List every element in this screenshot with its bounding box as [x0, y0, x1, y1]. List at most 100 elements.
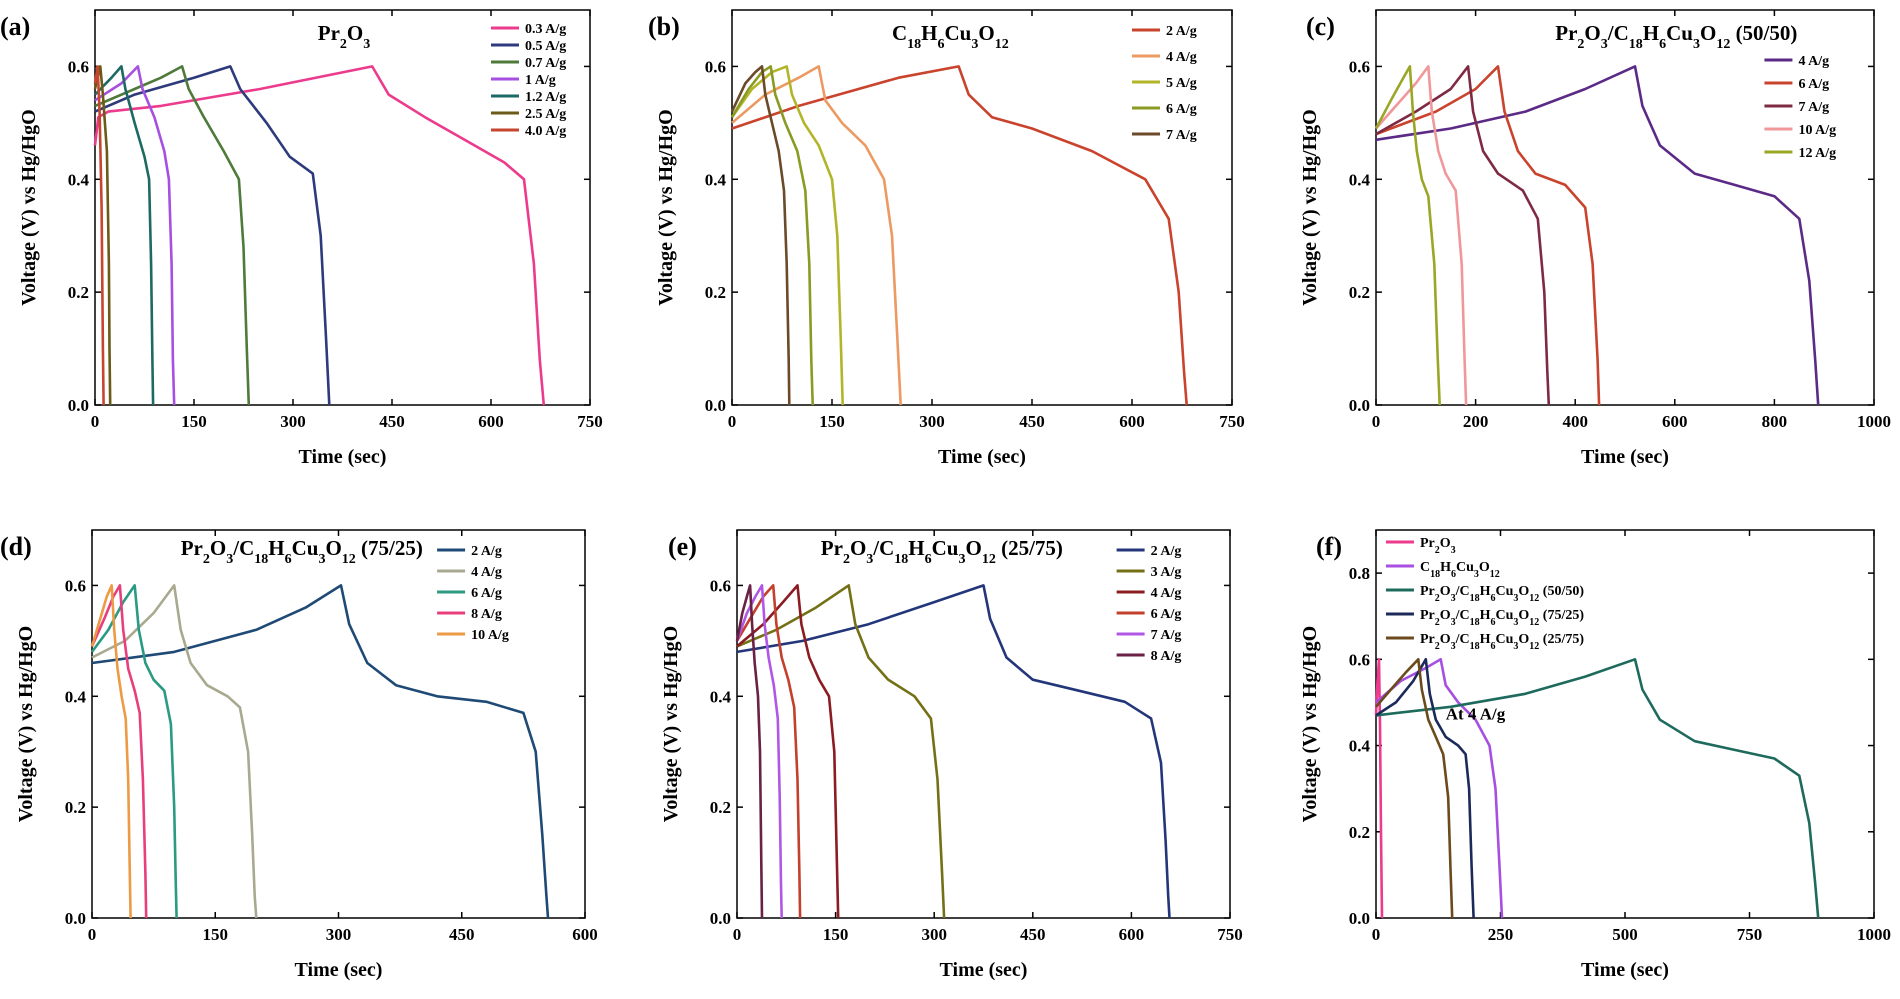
series-line-0-3-a-g: [93, 65, 546, 406]
series-line-0-5-a-g: [94, 65, 331, 406]
y-tick-label: 0.2: [705, 283, 726, 302]
series-line-10-a-g: [1375, 65, 1468, 406]
y-tick-label: 0.2: [1349, 283, 1370, 302]
legend-label: 0.7 A/g: [525, 56, 566, 71]
legend-label: 4 A/g: [471, 565, 502, 580]
x-axis-label: Time (sec): [938, 446, 1026, 468]
y-tick-label: 0.2: [68, 283, 89, 302]
y-tick-label: 0.6: [1349, 650, 1370, 669]
legend-label: 1.2 A/g: [525, 90, 566, 105]
panel-letter: (a): [0, 12, 30, 41]
chart-annotation: At 4 A/g: [1446, 705, 1506, 724]
panel-letter: (b): [648, 12, 680, 41]
y-tick-label: 0.4: [68, 170, 90, 189]
series-line-6-a-g: [730, 65, 814, 406]
y-tick-label: 0.4: [710, 687, 732, 706]
x-tick-label: 300: [919, 412, 945, 431]
y-tick-label: 0.0: [65, 909, 86, 928]
legend-label: 0.3 A/g: [525, 22, 566, 37]
series-line-2-a-g: [736, 584, 1171, 919]
x-tick-label: 250: [1488, 925, 1514, 944]
legend-label: Pr2O3/C18H6Cu3O12 (25/75): [1420, 632, 1584, 652]
panel-letter: (d): [0, 532, 32, 561]
y-tick-label: 0.8: [1349, 564, 1370, 583]
series-line-1-2-a-g: [94, 65, 155, 406]
y-axis-label: Voltage (V) vs Hg/HgO: [655, 109, 677, 305]
x-tick-label: 200: [1463, 412, 1489, 431]
legend-label: 4.0 A/g: [525, 124, 566, 139]
legend-label: 0.5 A/g: [525, 39, 566, 54]
series-line-pr2o3-c18h6cu3o12-50-50: [1375, 658, 1820, 919]
x-tick-label: 800: [1762, 412, 1788, 431]
plot-frame: [1375, 9, 1875, 406]
x-tick-label: 0: [1372, 412, 1381, 431]
legend-label: 8 A/g: [1151, 649, 1182, 664]
legend-label: Pr2O3/C18H6Cu3O12 (75/25): [1420, 608, 1584, 628]
x-tick-label: 750: [1219, 412, 1245, 431]
legend-label: 10 A/g: [471, 628, 509, 643]
legend-label: 2 A/g: [471, 544, 502, 559]
x-tick-label: 300: [280, 412, 306, 431]
x-tick-label: 600: [478, 412, 504, 431]
legend-label: 1 A/g: [525, 73, 556, 88]
plot-frame: [736, 529, 1231, 919]
series-line-pr2o3: [1374, 658, 1384, 919]
x-tick-label: 150: [819, 412, 845, 431]
chart-panel-c: (c) 0 200 400 600 800 1000 0.0 0.2 0.4 0.6 Time (se…: [1299, 9, 1891, 468]
x-tick-label: 450: [1019, 412, 1045, 431]
legend-label: 10 A/g: [1798, 123, 1836, 138]
series-line-6-a-g: [735, 584, 802, 919]
series-line-c18h6cu3o12: [1375, 658, 1504, 919]
x-tick-label: 150: [203, 925, 229, 944]
x-axis-label: Time (sec): [940, 959, 1028, 981]
y-tick-label: 0.0: [1349, 396, 1370, 415]
y-tick-label: 0.6: [710, 576, 731, 595]
series-line-8-a-g: [735, 584, 764, 919]
legend-label: 3 A/g: [1151, 565, 1182, 580]
chart-panel-f: (f) 0 250 500 750 1000 0.0 0.2 0.4 0.6 0.8 Time (se…: [1299, 529, 1891, 981]
series-line-7-a-g: [730, 65, 791, 406]
legend-label: 4 A/g: [1798, 54, 1829, 69]
y-tick-label: 0.2: [710, 798, 731, 817]
series-line-4-a-g: [91, 584, 258, 919]
legend-label: Pr2O3: [1420, 536, 1456, 556]
series-line-10-a-g: [90, 584, 132, 919]
panel-letter: (e): [668, 532, 697, 561]
y-tick-label: 0.0: [68, 396, 89, 415]
series-line-7-a-g: [735, 584, 783, 919]
y-axis-label: Voltage (V) vs Hg/HgO: [15, 626, 37, 822]
y-tick-label: 0.6: [1349, 57, 1370, 76]
series-line-pr2o3-c18h6cu3o12-75-25: [1375, 658, 1475, 919]
x-tick-label: 0: [88, 925, 97, 944]
chart-title: Pr2O3/C18H6Cu3O12 (50/50): [1555, 21, 1797, 52]
series-line-3-a-g: [736, 584, 946, 919]
legend-label: 4 A/g: [1151, 586, 1182, 601]
y-tick-label: 0.4: [1349, 737, 1371, 756]
legend-label: Pr2O3/C18H6Cu3O12 (50/50): [1420, 584, 1584, 604]
x-tick-label: 450: [1020, 925, 1046, 944]
y-axis-label: Voltage (V) vs Hg/HgO: [18, 109, 40, 305]
plot-frame: [94, 9, 591, 406]
series-line-1-a-g: [94, 65, 176, 406]
series-line-7-a-g: [1375, 65, 1551, 406]
x-axis-label: Time (sec): [299, 446, 387, 468]
legend-label: 6 A/g: [471, 586, 502, 601]
chart-title: Pr2O3: [318, 21, 371, 52]
legend-label: 5 A/g: [1166, 76, 1197, 91]
series-line-0-7-a-g: [94, 65, 251, 406]
chart-title: Pr2O3/C18H6Cu3O12 (25/75): [821, 536, 1063, 567]
y-axis-label: Voltage (V) vs Hg/HgO: [1299, 109, 1321, 305]
y-tick-label: 0.6: [68, 57, 89, 76]
y-tick-label: 0.0: [1349, 909, 1370, 928]
legend-label: 7 A/g: [1151, 628, 1182, 643]
legend-label: 6 A/g: [1151, 607, 1182, 622]
x-tick-label: 600: [572, 925, 598, 944]
x-tick-label: 750: [1217, 925, 1243, 944]
series-line-2-a-g: [731, 65, 1188, 406]
y-tick-label: 0.2: [65, 798, 86, 817]
x-tick-label: 750: [577, 412, 603, 431]
x-tick-label: 0: [1372, 925, 1381, 944]
legend-label: 6 A/g: [1798, 77, 1829, 92]
panel-letter: (c): [1306, 12, 1335, 41]
x-tick-label: 0: [91, 412, 100, 431]
